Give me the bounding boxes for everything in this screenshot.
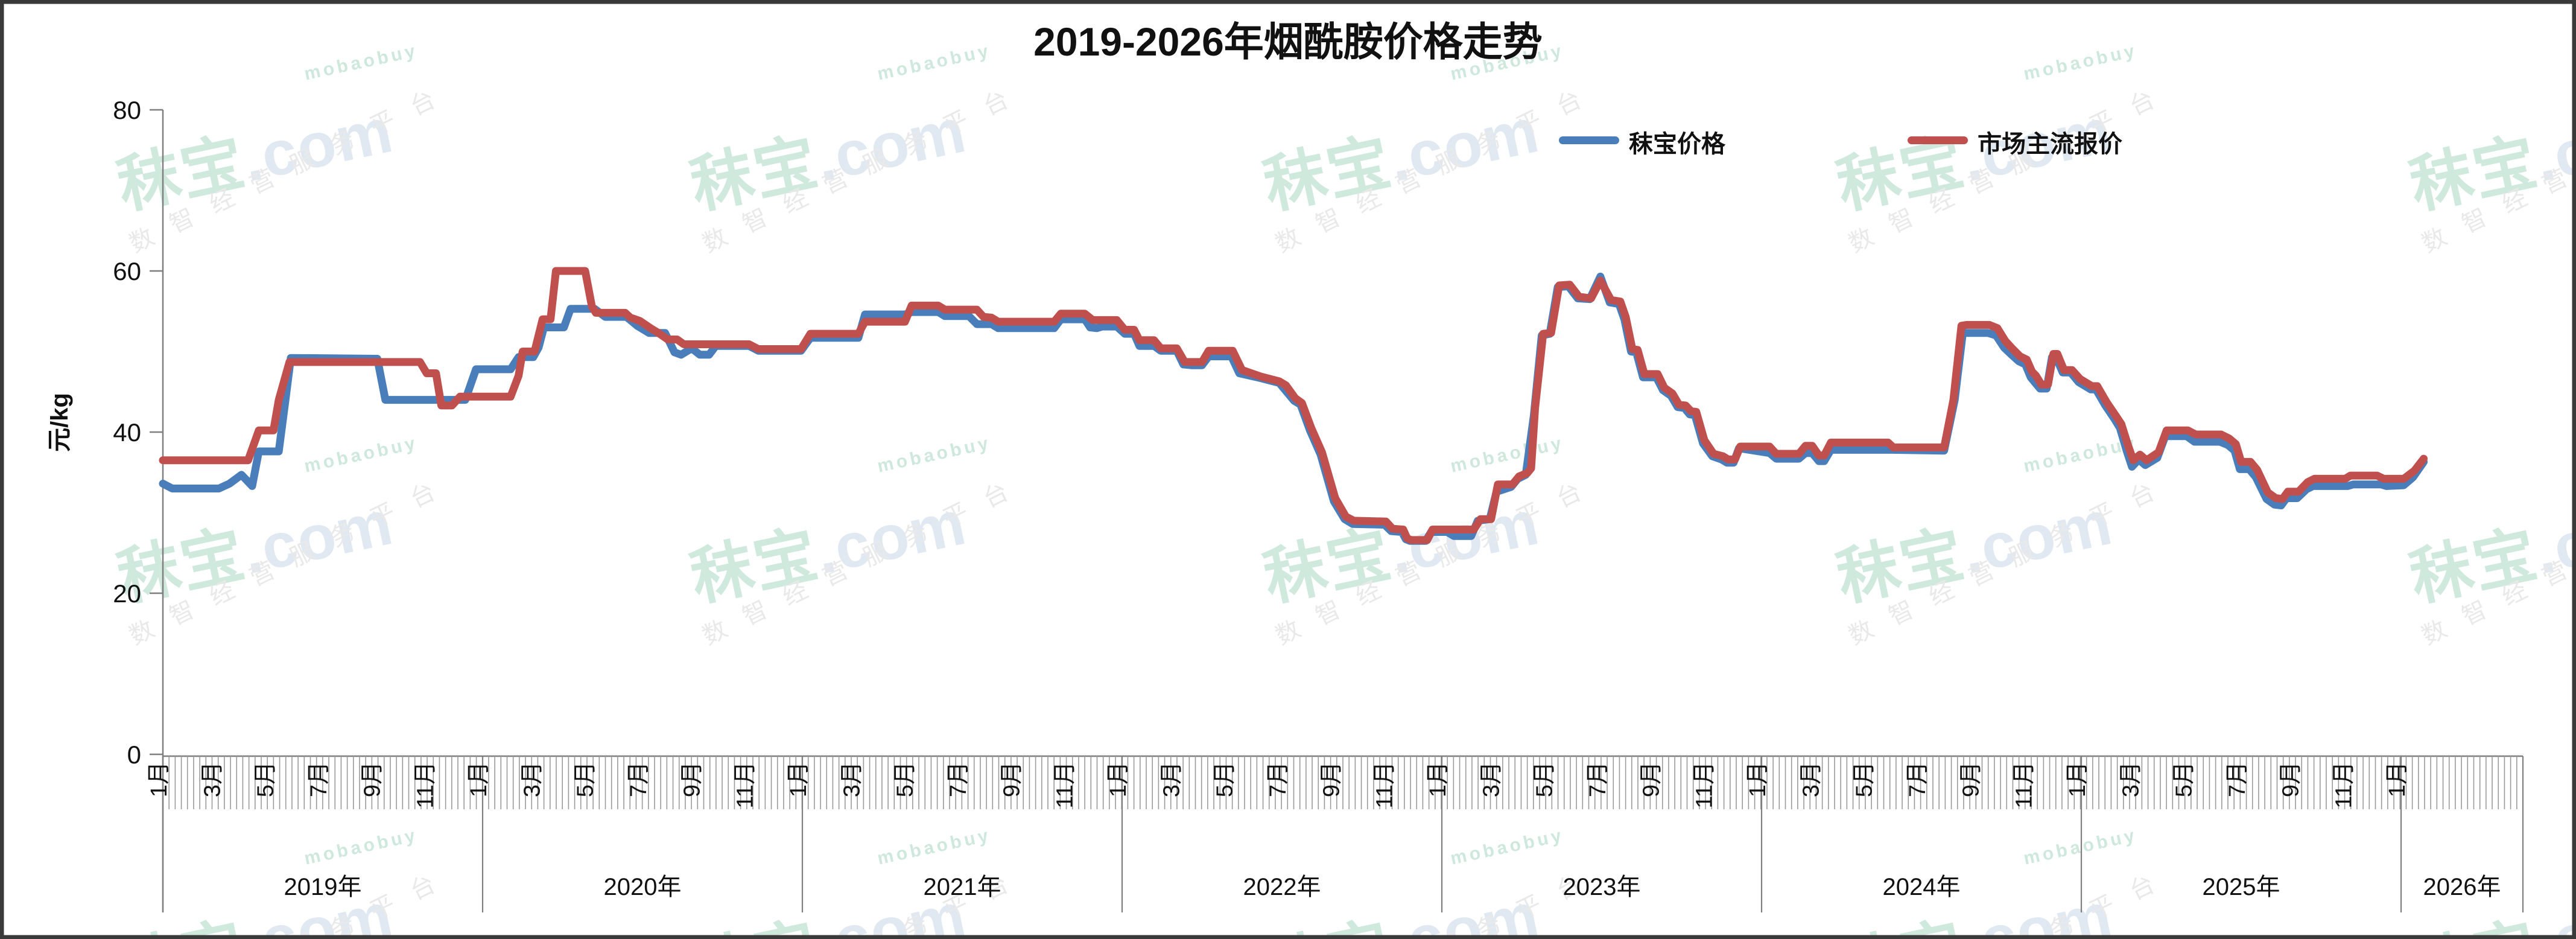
month-label: 5月: [1532, 762, 1558, 797]
legend-item: 秣宝价格: [1559, 131, 1726, 158]
chart-title: 2019-2026年烟酰胺价格走势: [1033, 19, 1543, 64]
series-lines: [159, 267, 2428, 545]
y-tick-label: 20: [113, 579, 141, 608]
month-label: 9月: [2278, 762, 2303, 797]
month-label: 9月: [679, 762, 705, 797]
month-label: 1月: [1745, 762, 1771, 797]
month-label: 11月: [2012, 762, 2037, 808]
axes: 80 60 40 20 0 元/kg 2019年 1月 3月 5月 7月 9月 11月 2020年 1月 3月…: [46, 96, 2524, 912]
legend-item: 市场主流报价: [1908, 131, 2122, 158]
month-label: 7月: [2225, 762, 2250, 797]
legend-swatch: [1559, 136, 1619, 144]
month-label: 1月: [2065, 762, 2090, 797]
series-line-市场主流报价: [159, 267, 2428, 544]
year-label: 2020年: [604, 874, 682, 900]
month-label: 9月: [1319, 762, 1344, 797]
month-label: 5月: [1213, 762, 1238, 797]
month-label: 5月: [1852, 762, 1877, 797]
month-label: 5月: [893, 762, 918, 797]
y-axis-unit-label: 元/kg: [46, 393, 73, 452]
month-label: 9月: [999, 762, 1024, 797]
month-label: 5月: [2172, 762, 2197, 797]
legend-label: 市场主流报价: [1978, 131, 2122, 158]
month-label: 11月: [733, 762, 758, 808]
month-label: 11月: [1372, 762, 1398, 808]
month-label: 9月: [360, 762, 385, 797]
month-label: 3月: [1159, 762, 1184, 797]
month-label: 7月: [1585, 762, 1611, 797]
month-label: 1月: [1106, 762, 1131, 797]
month-label: 1月: [1426, 762, 1451, 797]
month-label: 3月: [519, 762, 545, 797]
month-label: 1月: [466, 762, 492, 797]
month-label: 7月: [306, 762, 332, 797]
month-label: 3月: [839, 762, 864, 797]
year-label: 2019年: [284, 874, 362, 900]
month-label: 1月: [2385, 762, 2410, 797]
month-label: 9月: [1639, 762, 1664, 797]
y-tick-label: 0: [127, 740, 141, 769]
month-label: 9月: [1958, 762, 1984, 797]
month-label: 5月: [253, 762, 279, 797]
legend-label: 秣宝价格: [1629, 131, 1726, 158]
month-label: 1月: [786, 762, 811, 797]
year-label: 2026年: [2423, 874, 2501, 900]
year-label: 2023年: [1563, 874, 1641, 900]
y-tick-label: 40: [113, 418, 141, 447]
month-label: 11月: [2332, 762, 2357, 808]
month-label: 7月: [1266, 762, 1291, 797]
y-tick-label: 60: [113, 257, 141, 285]
legend-swatch: [1908, 136, 1968, 144]
month-label: 3月: [1798, 762, 1824, 797]
month-label: 5月: [573, 762, 598, 797]
month-label: 1月: [147, 762, 172, 797]
month-label: 7月: [1905, 762, 1930, 797]
month-label: 7月: [946, 762, 971, 797]
month-label: 3月: [1479, 762, 1504, 797]
y-tick-label: 80: [113, 96, 141, 124]
series-line-秣宝价格: [159, 272, 2428, 545]
month-label: 11月: [1053, 762, 1078, 808]
month-label: 3月: [200, 762, 225, 797]
month-label: 11月: [1692, 762, 1718, 808]
legend: 秣宝价格 市场主流报价: [1559, 131, 2122, 158]
year-label: 2021年: [924, 874, 1001, 900]
month-label: 7月: [626, 762, 652, 797]
month-label: 3月: [2118, 762, 2143, 797]
year-label: 2022年: [1243, 874, 1321, 900]
year-label: 2024年: [1883, 874, 1961, 900]
month-label: 11月: [413, 762, 439, 808]
year-label: 2025年: [2203, 874, 2280, 900]
